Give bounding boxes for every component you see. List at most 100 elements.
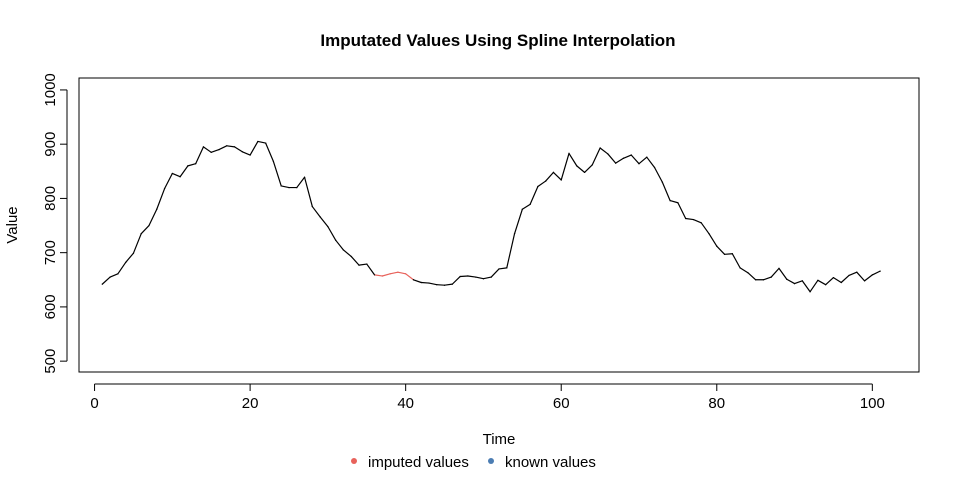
known-point: [723, 253, 726, 255]
known-point: [755, 279, 757, 281]
known-segment: [296, 176, 306, 189]
known-segment: [545, 171, 555, 182]
known-point: [576, 165, 578, 167]
known-segment: [591, 147, 601, 166]
known-point: [521, 208, 523, 210]
x-axis-title: Time: [483, 431, 516, 448]
known-point: [778, 267, 780, 269]
x-tick-label: 100: [860, 395, 885, 412]
known-point: [358, 264, 360, 266]
known-segment: [677, 202, 687, 220]
known-point: [770, 276, 772, 278]
known-point: [871, 274, 873, 276]
known-point: [195, 163, 197, 165]
known-segment: [529, 185, 539, 205]
known-point: [661, 181, 663, 183]
known-point: [840, 281, 842, 284]
known-segment: [552, 171, 562, 181]
known-point: [825, 284, 827, 286]
known-point: [210, 151, 212, 153]
known-segment: [793, 280, 803, 285]
known-segment: [210, 149, 220, 153]
known-point: [879, 270, 881, 272]
known-point: [342, 249, 345, 251]
known-point: [303, 176, 306, 178]
known-segment: [335, 239, 345, 251]
legend-marker: [351, 458, 357, 464]
known-point: [817, 279, 819, 281]
y-axis: 500 600 700 800 900 1000: [42, 73, 68, 374]
known-point: [241, 151, 243, 153]
x-axis: 0 20 40 60 80 100: [90, 383, 885, 412]
known-segment: [171, 172, 181, 178]
known-point: [653, 166, 656, 169]
imputed-point: [389, 273, 391, 275]
known-segment: [257, 140, 267, 144]
known-segment: [708, 233, 718, 247]
known-segment: [856, 271, 866, 282]
known-point: [140, 233, 142, 235]
chart-title: Imputated Values Using Spline Interpolat…: [320, 31, 675, 50]
known-point: [117, 273, 119, 275]
known-segment: [498, 267, 508, 270]
known-segment: [685, 217, 695, 221]
known-segment: [638, 156, 648, 165]
known-point: [677, 202, 679, 204]
known-segment: [342, 249, 352, 258]
known-point: [202, 146, 205, 148]
known-segment: [762, 276, 772, 281]
known-point: [132, 252, 135, 254]
known-point: [513, 233, 516, 235]
known-point: [311, 205, 313, 208]
y-tick-label: 1000: [42, 73, 59, 106]
known-point: [296, 186, 298, 189]
known-segment: [490, 268, 500, 278]
known-segment: [723, 253, 733, 255]
known-segment: [716, 245, 726, 255]
known-segment: [770, 267, 780, 278]
known-point: [280, 185, 282, 187]
known-point: [801, 280, 803, 282]
known-segment: [451, 275, 461, 285]
known-segment: [303, 176, 313, 208]
known-segment: [669, 199, 679, 204]
known-point: [187, 165, 189, 167]
known-point: [863, 280, 866, 282]
known-segment: [537, 180, 547, 188]
known-segment: [280, 185, 290, 189]
known-point: [490, 276, 492, 278]
known-point: [420, 281, 422, 284]
imputed-segment: [397, 271, 407, 275]
known-segment: [125, 252, 135, 264]
known-point: [583, 171, 586, 173]
known-point: [498, 268, 500, 270]
known-segment: [630, 154, 640, 165]
imputed-point: [405, 273, 407, 275]
known-segment: [560, 152, 570, 181]
known-point: [288, 186, 290, 189]
known-point: [163, 188, 166, 190]
known-segment: [195, 146, 205, 165]
known-point: [646, 156, 648, 158]
known-point: [607, 153, 609, 155]
known-point: [537, 185, 539, 188]
known-segment: [140, 224, 150, 235]
known-point: [233, 146, 236, 148]
known-point: [506, 267, 508, 269]
known-segment: [583, 164, 593, 173]
known-point: [451, 283, 453, 285]
y-tick-label: 600: [42, 294, 59, 319]
known-point: [809, 291, 811, 293]
known-point: [171, 172, 173, 175]
known-segment: [513, 208, 523, 235]
known-point: [272, 160, 275, 163]
known-point: [412, 279, 415, 281]
legend-label: known values: [505, 454, 596, 471]
known-segment: [599, 147, 609, 155]
known-segment: [311, 205, 321, 218]
known-segment: [272, 160, 282, 187]
y-tick-label: 500: [42, 349, 59, 374]
known-segment: [443, 283, 453, 286]
known-point: [568, 152, 570, 154]
